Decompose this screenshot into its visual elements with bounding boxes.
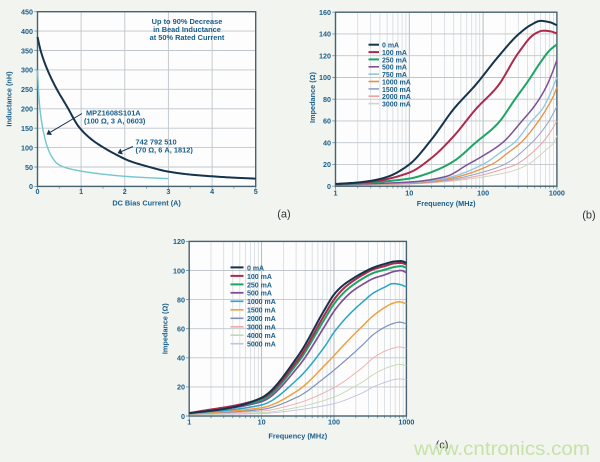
- svg-text:50: 50: [25, 163, 33, 172]
- svg-text:500 mA: 500 mA: [382, 65, 407, 72]
- svg-text:Frequency (MHz): Frequency (MHz): [417, 199, 476, 208]
- svg-text:4: 4: [210, 187, 214, 196]
- svg-text:2: 2: [123, 187, 127, 196]
- svg-text:100: 100: [319, 73, 331, 82]
- svg-text:0: 0: [181, 412, 185, 421]
- svg-text:Impedance (Ω): Impedance (Ω): [308, 72, 317, 123]
- svg-text:400: 400: [21, 27, 33, 36]
- svg-text:40: 40: [323, 139, 331, 148]
- svg-text:350: 350: [21, 46, 33, 55]
- svg-text:1000: 1000: [398, 418, 414, 427]
- svg-text:3000 mA: 3000 mA: [247, 325, 276, 332]
- svg-text:20: 20: [177, 383, 185, 392]
- svg-text:0 mA: 0 mA: [382, 43, 399, 50]
- svg-text:www.cntronics.com: www.cntronics.com: [413, 438, 590, 460]
- svg-text:100: 100: [328, 418, 340, 427]
- svg-text:1: 1: [79, 187, 83, 196]
- svg-text:100: 100: [477, 188, 489, 197]
- svg-text:60: 60: [177, 325, 185, 334]
- svg-text:100: 100: [21, 143, 33, 152]
- svg-text:120: 120: [173, 237, 185, 246]
- svg-text:(c): (c): [436, 440, 449, 452]
- svg-text:742 792 510: 742 792 510: [136, 138, 177, 147]
- svg-text:at 50% Rated Current: at 50% Rated Current: [150, 33, 225, 42]
- svg-text:80: 80: [323, 95, 331, 104]
- svg-text:100 mA: 100 mA: [247, 274, 272, 281]
- svg-text:2000 mA: 2000 mA: [247, 316, 276, 323]
- svg-text:150: 150: [21, 124, 33, 133]
- svg-text:Up to 90% Decrease: Up to 90% Decrease: [152, 17, 223, 26]
- svg-text:80: 80: [177, 295, 185, 304]
- svg-text:1000: 1000: [549, 188, 565, 197]
- svg-text:0: 0: [29, 182, 33, 191]
- svg-text:(b): (b): [582, 210, 595, 222]
- svg-text:300: 300: [21, 66, 33, 75]
- svg-text:(70 Ω, 6 A, 1812): (70 Ω, 6 A, 1812): [136, 146, 194, 155]
- svg-text:2000 mA: 2000 mA: [382, 94, 411, 101]
- svg-text:1500 mA: 1500 mA: [382, 87, 411, 94]
- svg-text:250 mA: 250 mA: [382, 57, 407, 64]
- svg-text:MPZ1608S101A: MPZ1608S101A: [86, 109, 141, 118]
- svg-text:Inductance (nH): Inductance (nH): [5, 71, 14, 127]
- svg-text:100 mA: 100 mA: [382, 50, 407, 57]
- svg-text:140: 140: [319, 30, 331, 39]
- svg-text:1500 mA: 1500 mA: [247, 308, 276, 315]
- svg-text:1: 1: [187, 418, 191, 427]
- svg-text:1000 mA: 1000 mA: [382, 79, 411, 86]
- svg-text:20: 20: [323, 160, 331, 169]
- svg-text:0: 0: [327, 182, 331, 191]
- svg-text:0: 0: [36, 187, 40, 196]
- svg-text:60: 60: [323, 117, 331, 126]
- svg-text:750 mA: 750 mA: [382, 72, 407, 79]
- svg-text:3: 3: [166, 187, 170, 196]
- svg-text:DC Bias Current (A): DC Bias Current (A): [112, 199, 181, 208]
- svg-text:5000 mA: 5000 mA: [247, 342, 276, 349]
- svg-text:1: 1: [334, 188, 338, 197]
- svg-text:250: 250: [21, 85, 33, 94]
- svg-text:250 mA: 250 mA: [247, 282, 272, 289]
- svg-text:(a): (a): [277, 209, 290, 221]
- svg-text:120: 120: [319, 52, 331, 61]
- svg-text:Impedance (Ω): Impedance (Ω): [161, 303, 170, 354]
- svg-text:100: 100: [173, 266, 185, 275]
- svg-text:450: 450: [21, 8, 33, 17]
- svg-text:5: 5: [254, 187, 258, 196]
- svg-text:10: 10: [258, 418, 266, 427]
- svg-text:1000 mA: 1000 mA: [247, 299, 276, 306]
- svg-text:3000 mA: 3000 mA: [382, 102, 411, 109]
- svg-text:in Bead Inductance: in Bead Inductance: [153, 25, 221, 34]
- svg-text:200: 200: [21, 105, 33, 114]
- svg-text:4000 mA: 4000 mA: [247, 333, 276, 340]
- svg-text:(100 Ω, 3 A, 0603): (100 Ω, 3 A, 0603): [84, 117, 146, 126]
- svg-text:10: 10: [405, 188, 413, 197]
- svg-text:0 mA: 0 mA: [247, 265, 264, 272]
- svg-text:500 mA: 500 mA: [247, 291, 272, 298]
- svg-text:Frequency (MHz): Frequency (MHz): [268, 432, 327, 441]
- svg-text:40: 40: [177, 354, 185, 363]
- svg-text:160: 160: [319, 8, 331, 17]
